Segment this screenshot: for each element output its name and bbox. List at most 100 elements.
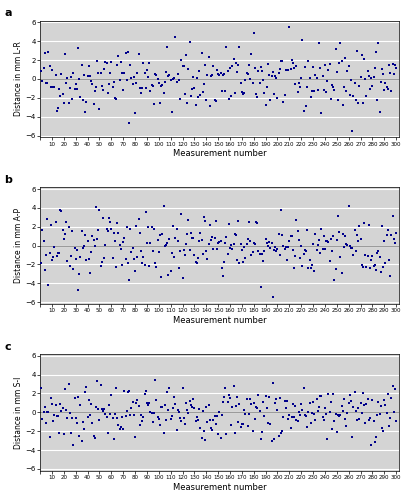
Point [261, 412, 267, 420]
Point [52, 218, 58, 226]
Point [342, 240, 349, 248]
Point [211, 412, 217, 420]
Point [157, 403, 164, 411]
Point [380, 237, 387, 245]
Point [38, 384, 45, 392]
Point [63, 79, 70, 87]
Point [188, 234, 195, 241]
Point [175, 408, 182, 416]
Point [314, 86, 320, 94]
Point [391, 61, 397, 69]
Point [267, 72, 274, 80]
Point [240, 89, 247, 97]
Point [375, 410, 382, 418]
Point [79, 244, 86, 252]
Point [91, 434, 98, 442]
Point [378, 424, 384, 432]
Point [141, 261, 148, 269]
Point [364, 67, 370, 75]
Point [84, 237, 91, 245]
Point [330, 276, 337, 284]
Point [135, 402, 142, 410]
Point [148, 410, 155, 418]
Point [178, 56, 184, 64]
Point [214, 70, 221, 78]
Point [139, 84, 145, 92]
Point [297, 400, 304, 408]
Point [354, 237, 361, 245]
Point [232, 231, 238, 239]
Point [189, 234, 196, 242]
Point [78, 61, 85, 69]
Point [315, 402, 321, 410]
Point [91, 87, 98, 95]
Point [74, 393, 81, 401]
Point [278, 57, 285, 65]
Point [387, 394, 394, 402]
Point [98, 82, 105, 90]
Point [224, 398, 230, 406]
Point [263, 404, 270, 412]
Point [243, 240, 249, 248]
Point [49, 66, 55, 74]
Point [197, 424, 203, 432]
Point [107, 218, 113, 226]
Point [40, 408, 47, 416]
Point [213, 246, 220, 254]
Point [230, 240, 236, 248]
Point [78, 438, 85, 446]
Point [220, 258, 227, 266]
Point [154, 236, 160, 244]
Point [259, 258, 266, 266]
Point [266, 244, 273, 252]
Point [226, 244, 233, 252]
Point [67, 429, 74, 437]
Point [155, 248, 162, 256]
Point [141, 390, 148, 398]
Point [131, 268, 138, 276]
Point [264, 242, 271, 250]
Point [232, 402, 238, 409]
Point [85, 396, 92, 404]
Point [194, 254, 201, 262]
Point [214, 430, 221, 438]
Point [181, 420, 188, 428]
Point [79, 96, 86, 104]
Point [180, 246, 187, 254]
Point [335, 228, 342, 236]
Point [157, 274, 164, 281]
Point [63, 218, 70, 226]
Point [382, 231, 389, 239]
Point [360, 402, 366, 409]
Point [378, 65, 384, 73]
Point [159, 403, 165, 411]
Point [160, 88, 166, 96]
Point [281, 245, 287, 253]
Point [205, 240, 211, 248]
Point [175, 264, 182, 272]
Point [256, 250, 262, 258]
Point [224, 67, 230, 75]
Point [309, 64, 316, 72]
Point [337, 58, 344, 66]
Point [392, 64, 398, 72]
Point [110, 436, 117, 444]
Point [389, 70, 396, 78]
Point [314, 240, 320, 248]
Point [102, 241, 108, 249]
Point [344, 62, 351, 70]
Point [171, 74, 177, 82]
Point [189, 394, 196, 402]
Point [166, 70, 172, 78]
Point [236, 43, 242, 51]
Point [356, 400, 363, 407]
Point [301, 64, 307, 72]
Point [359, 100, 365, 108]
Point [104, 228, 111, 235]
Point [180, 62, 187, 70]
Point [320, 86, 326, 94]
Point [319, 72, 325, 80]
Point [168, 412, 175, 420]
Point [379, 70, 385, 78]
Point [146, 58, 152, 66]
